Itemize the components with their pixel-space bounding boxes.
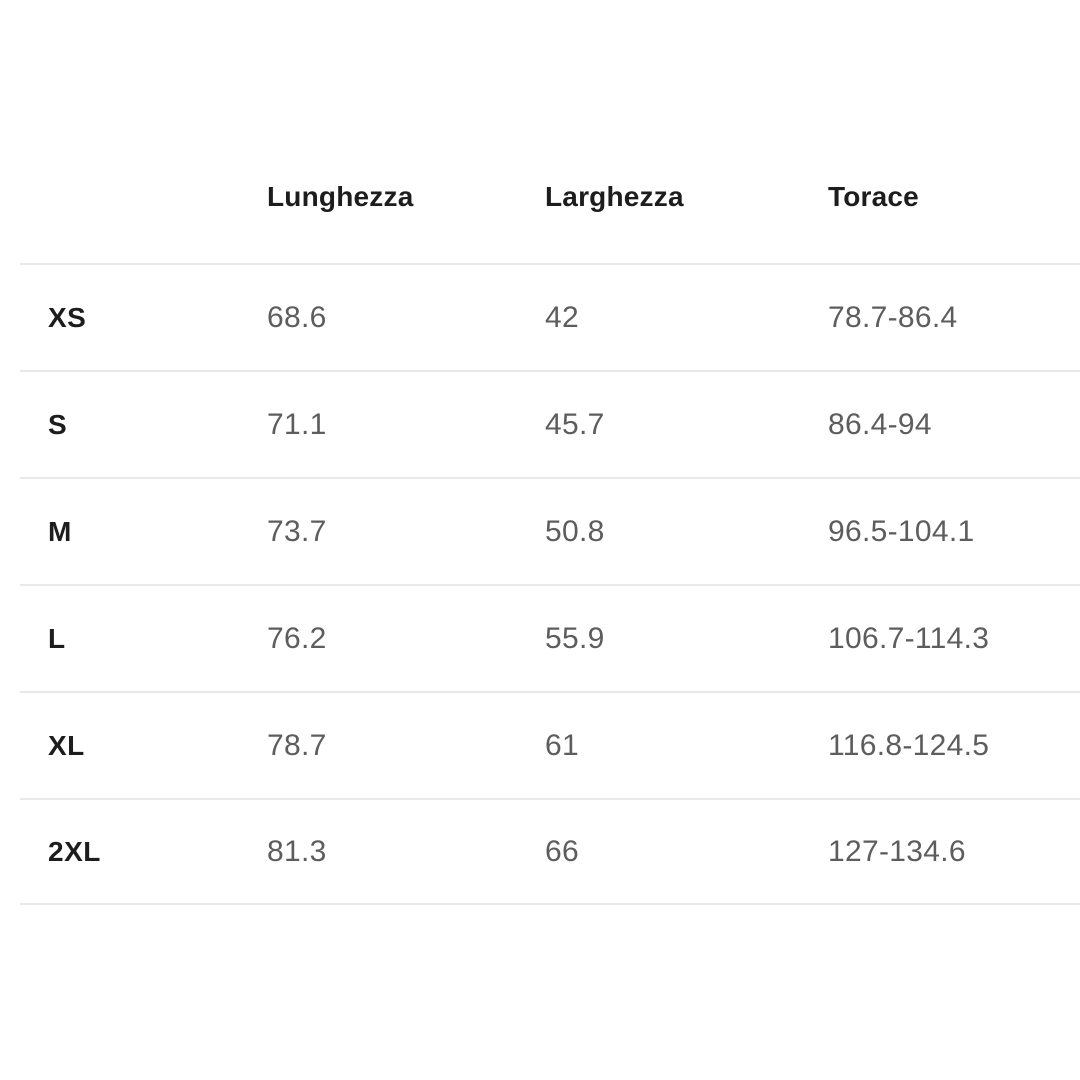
chest-value: 116.8-124.5 (828, 728, 990, 762)
size-row-s: S 71.1 45.7 86.4-94 (20, 370, 1080, 477)
column-header-larghezza: Larghezza (545, 180, 684, 212)
size-label: M (48, 515, 72, 547)
length-value: 73.7 (267, 514, 327, 548)
length-value: 78.7 (267, 728, 327, 762)
width-value: 50.8 (545, 514, 605, 548)
size-row-xs: XS 68.6 42 78.7-86.4 (20, 263, 1080, 370)
size-row-l: L 76.2 55.9 106.7-114.3 (20, 584, 1080, 691)
length-value: 81.3 (267, 834, 327, 868)
size-label: XL (48, 729, 85, 761)
size-label: S (48, 408, 68, 440)
chest-value: 106.7-114.3 (828, 621, 990, 655)
size-row-m: M 73.7 50.8 96.5-104.1 (20, 477, 1080, 584)
chest-value: 78.7-86.4 (828, 300, 958, 334)
size-chart-table: Lunghezza Larghezza Torace XS 68.6 42 78… (20, 150, 1080, 905)
size-chart-header-row: Lunghezza Larghezza Torace (20, 150, 1080, 263)
column-header-torace: Torace (828, 180, 919, 212)
length-value: 71.1 (267, 407, 327, 441)
chest-value: 86.4-94 (828, 407, 932, 441)
length-value: 68.6 (267, 300, 327, 334)
size-row-xl: XL 78.7 61 116.8-124.5 (20, 691, 1080, 798)
size-row-2xl: 2XL 81.3 66 127-134.6 (20, 798, 1080, 905)
width-value: 42 (545, 300, 579, 334)
chest-value: 127-134.6 (828, 834, 966, 868)
chest-value: 96.5-104.1 (828, 514, 975, 548)
size-label: 2XL (48, 835, 101, 867)
size-label: L (48, 622, 66, 654)
width-value: 45.7 (545, 407, 605, 441)
column-header-size (20, 197, 267, 217)
width-value: 61 (545, 728, 579, 762)
length-value: 76.2 (267, 621, 327, 655)
width-value: 66 (545, 834, 579, 868)
column-header-lunghezza: Lunghezza (267, 180, 414, 212)
width-value: 55.9 (545, 621, 605, 655)
size-label: XS (48, 301, 87, 333)
